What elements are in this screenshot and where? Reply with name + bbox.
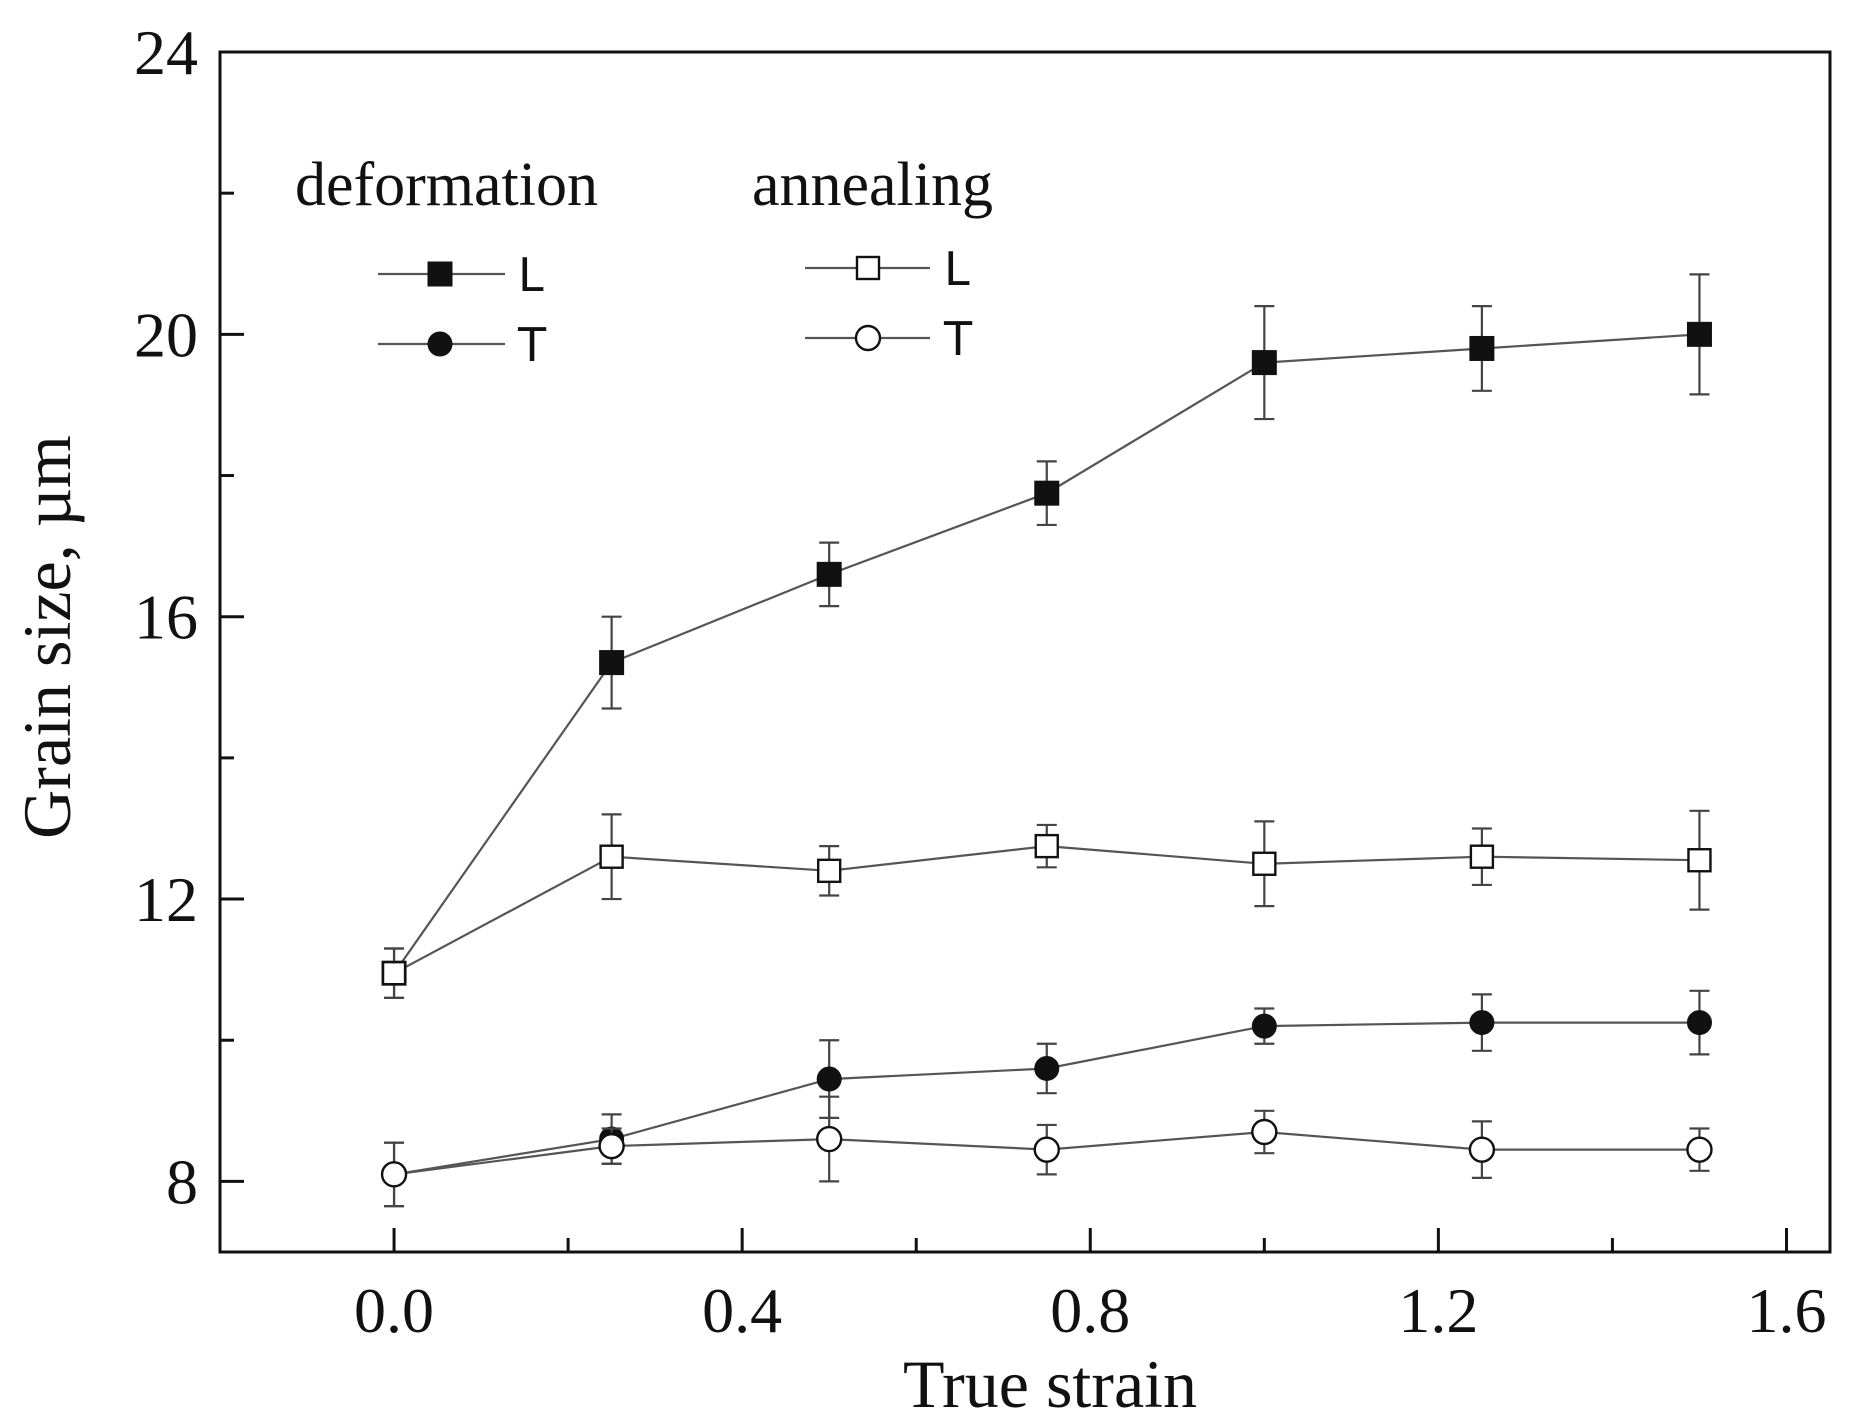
data-point [1468,1136,1496,1163]
y-tick-label: 24 [134,17,198,88]
data-point [1033,1136,1060,1163]
data-point [599,650,625,676]
data-point [1686,1010,1712,1036]
x-tick-label: 1.2 [1398,1275,1478,1346]
y-tick-label: 12 [134,864,198,935]
legend-entry: T [378,318,547,372]
y-tick-label: 20 [134,299,198,370]
legend-label: T [943,312,973,366]
data-point [1252,851,1277,876]
data-point [815,1125,843,1153]
data-point [1034,833,1059,859]
data-point [1686,321,1712,347]
series-annealing-l [381,809,1712,999]
data-point [598,1132,625,1160]
legend-entry: L [378,248,544,302]
data-point [1251,350,1277,376]
series-line [393,333,1700,974]
data-point [1034,1055,1060,1081]
legend-entry: L [805,242,970,296]
x-axis-title: True strain [903,1346,1197,1422]
data-point [816,1066,842,1092]
data-point [1469,335,1495,361]
x-tick-label: 0.8 [1050,1275,1130,1346]
data-point [380,1161,408,1188]
series-layer [380,273,1713,1208]
data-point [1469,844,1495,869]
legend-heading-deformation: deformation [295,151,598,219]
data-point [1687,848,1712,873]
legend-marker [854,324,882,352]
y-tick-label: 16 [134,582,198,653]
legend-label: L [944,242,970,296]
x-tick-label: 0.4 [702,1275,782,1346]
legend-marker [855,255,881,281]
legend-heading-annealing: annealing [752,151,993,219]
legend-marker [427,261,453,287]
series-deformation-l [381,273,1712,999]
legend-entry: T [805,312,973,366]
data-point [1686,1136,1713,1163]
series-annealing-t [380,1095,1713,1208]
legend-marker [427,331,453,357]
data-point [816,561,842,587]
plot-frame [218,50,1832,1254]
data-point [1251,1013,1277,1039]
legend-label: T [517,318,547,372]
legend-label: L [518,248,544,302]
axes-layer: 0.0 0.4 0.8 1.2 1.6 8 12 16 20 24 [134,17,1826,1346]
data-point [599,844,624,869]
data-point [1469,1010,1495,1036]
y-tick-label: 8 [166,1146,198,1217]
data-point [816,858,842,884]
data-point [1034,480,1060,506]
x-tick-label: 0.0 [354,1275,434,1346]
x-tick-label: 1.6 [1746,1275,1826,1346]
data-point [1251,1118,1278,1146]
data-point [381,960,407,986]
y-axis-title: Grain size, µm [9,435,85,839]
